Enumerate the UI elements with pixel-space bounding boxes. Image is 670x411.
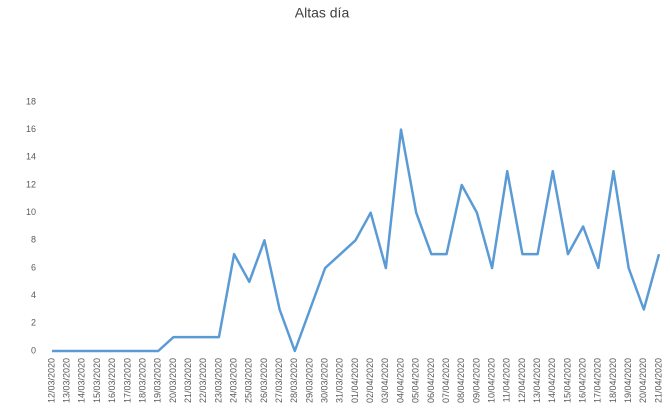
x-tick-label: 09/04/2020	[471, 358, 481, 403]
x-tick-label: 20/03/2020	[168, 358, 178, 403]
x-tick-label: 16/04/2020	[578, 358, 588, 403]
x-tick-label: 08/04/2020	[456, 358, 466, 403]
y-tick-label: 0	[31, 345, 36, 355]
x-tick-label: 14/04/2020	[547, 358, 557, 403]
x-tick-label: 13/03/2020	[62, 358, 72, 403]
x-tick-label: 19/04/2020	[623, 358, 633, 403]
x-tick-label: 07/04/2020	[441, 358, 451, 403]
x-tick-label: 12/03/2020	[46, 358, 56, 403]
x-tick-label: 15/04/2020	[562, 358, 572, 403]
x-tick-label: 18/04/2020	[608, 358, 618, 403]
y-tick-label: 12	[26, 179, 36, 189]
x-tick-label: 21/04/2020	[653, 358, 663, 403]
x-tick-label: 18/03/2020	[137, 358, 147, 403]
y-tick-label: 18	[26, 96, 36, 106]
x-tick-label: 03/04/2020	[380, 358, 390, 403]
x-tick-label: 05/04/2020	[411, 358, 421, 403]
x-tick-label: 23/03/2020	[213, 358, 223, 403]
x-tick-label: 17/03/2020	[122, 358, 132, 403]
x-tick-label: 04/04/2020	[395, 358, 405, 403]
x-tick-label: 22/03/2020	[198, 358, 208, 403]
y-tick-label: 8	[31, 235, 36, 245]
x-tick-label: 15/03/2020	[92, 358, 102, 403]
x-tick-label: 31/03/2020	[335, 358, 345, 403]
y-tick-label: 4	[31, 290, 36, 300]
x-tick-label: 28/03/2020	[289, 358, 299, 403]
y-tick-label: 14	[26, 152, 36, 162]
y-tick-label: 6	[31, 262, 36, 272]
x-tick-label: 13/04/2020	[532, 358, 542, 403]
x-tick-label: 20/04/2020	[638, 358, 648, 403]
x-tick-label: 17/04/2020	[593, 358, 603, 403]
x-tick-label: 21/03/2020	[183, 358, 193, 403]
x-tick-label: 02/04/2020	[365, 358, 375, 403]
x-tick-label: 24/03/2020	[228, 358, 238, 403]
x-tick-label: 10/04/2020	[486, 358, 496, 403]
x-tick-label: 30/03/2020	[320, 358, 330, 403]
x-tick-label: 25/03/2020	[244, 358, 254, 403]
chart-title: Altas día	[295, 5, 350, 21]
x-tick-label: 12/04/2020	[517, 358, 527, 403]
y-tick-label: 10	[26, 207, 36, 217]
x-tick-label: 11/04/2020	[502, 358, 512, 402]
line	[52, 128, 661, 353]
x-tick-label: 16/03/2020	[107, 358, 117, 403]
x-tick-label: 06/04/2020	[426, 358, 436, 403]
x-tick-label: 27/03/2020	[274, 358, 284, 403]
x-tick-label: 01/04/2020	[350, 358, 360, 403]
y-tick-label: 16	[26, 124, 36, 134]
x-tick-label: 14/03/2020	[77, 358, 87, 403]
y-tick-label: 2	[31, 318, 36, 328]
x-tick-label: 29/03/2020	[304, 358, 314, 403]
x-tick-label: 26/03/2020	[259, 358, 269, 403]
x-tick-label: 19/03/2020	[153, 358, 163, 403]
